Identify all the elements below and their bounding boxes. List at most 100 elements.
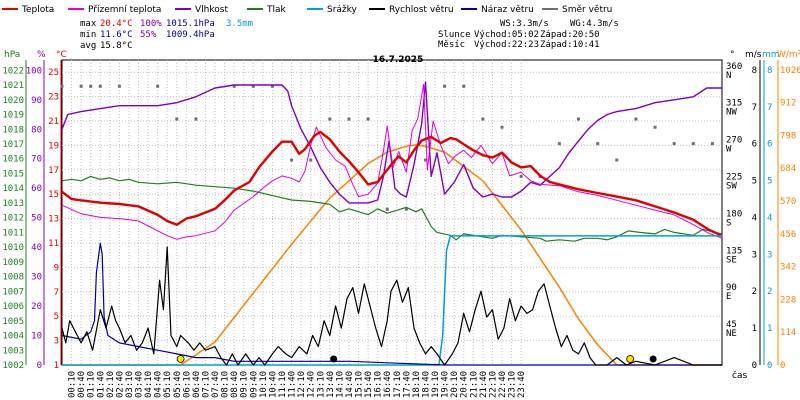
wind-direction-point — [232, 84, 236, 88]
wm2-axis-tick: 912 — [780, 99, 796, 109]
x-tick-label: 09:40 — [249, 371, 259, 398]
x-tick-label: 03:10 — [125, 371, 135, 398]
wind-direction-point — [653, 125, 657, 129]
x-tick-label: 22:10 — [488, 371, 498, 398]
x-tick-label: 21:40 — [479, 371, 489, 398]
wm2-axis-tick: 1026 — [780, 66, 800, 76]
moonrise: Východ:22:23 — [474, 40, 539, 50]
x-tick-label: 16:40 — [383, 371, 393, 398]
pressure-series — [61, 175, 723, 242]
wind-direction-point — [194, 117, 198, 121]
wind-direction-point — [175, 117, 179, 121]
hpa-axis-tick: 1006 — [2, 302, 24, 312]
mm-axis-tick: 8 — [767, 66, 772, 76]
c-axis-tick: 1 — [54, 361, 59, 371]
x-tick-label: 02:40 — [115, 371, 125, 398]
x-tick-label: 08:10 — [221, 371, 231, 398]
deg-axis-tick: 360 — [726, 62, 742, 72]
x-tick-label: 17:40 — [402, 371, 412, 398]
moonset: Západ:10:41 — [540, 40, 600, 50]
pct-axis-tick: 10 — [31, 332, 42, 342]
ms-axis-tick: 0 — [752, 361, 757, 371]
stat-max-temp: 20.4°C — [100, 19, 133, 29]
hpa-axis-tick: 1007 — [2, 287, 24, 297]
stat-wg: WG:4.3m/s — [570, 19, 619, 29]
sun-event-marker — [176, 355, 185, 363]
c-axis-tick: 3 — [54, 337, 59, 347]
hpa-axis-tick: 1004 — [2, 332, 24, 342]
x-tick-label: 19:10 — [431, 371, 441, 398]
mm-axis-tick: 7 — [767, 103, 772, 113]
wind-direction-point — [500, 125, 504, 129]
x-tick-label: 11:40 — [288, 371, 298, 398]
x-tick-label: 22:40 — [498, 371, 508, 398]
hpa-axis-tick: 1018 — [2, 125, 24, 135]
stat-avg-label: avg — [80, 41, 96, 51]
pct-axis-tick: 80 — [31, 125, 42, 135]
deg-axis-dir: W — [726, 145, 732, 155]
stat-min-press: 1009.4hPa — [166, 30, 215, 40]
legend-label: Rychlost větru — [389, 5, 454, 15]
hpa-axis-tick: 1015 — [2, 169, 24, 179]
x-tick-label: 01:10 — [87, 371, 97, 398]
legend-label: Teplota — [21, 5, 54, 15]
pct-axis-tick: 60 — [31, 184, 42, 194]
chart-title: 16.7.2025 — [373, 55, 424, 65]
wind-direction-point — [385, 207, 389, 211]
x-tick-label: 18:40 — [421, 371, 431, 398]
stat-avg-temp: 15.8°C — [100, 41, 133, 51]
deg-axis-dir: S — [726, 218, 731, 228]
ms-axis-tick: 3 — [752, 250, 757, 260]
hpa-axis-tick: 1009 — [2, 258, 24, 268]
pct-axis-tick: 100 — [26, 66, 42, 76]
deg-axis-tick: 45 — [726, 320, 737, 330]
stat-min-temp: 11.6°C — [100, 30, 133, 40]
mm-axis-tick: 2 — [767, 287, 772, 297]
x-tick-label: 11:10 — [278, 371, 288, 398]
wind-direction-point — [615, 158, 619, 162]
wind-direction-point — [423, 158, 427, 162]
wm2-axis-tick: 456 — [780, 230, 796, 240]
deg-axis-label: ° — [730, 50, 735, 60]
deg-axis-tick: 270 — [726, 136, 742, 146]
sunrise: Východ:05:02 — [474, 30, 539, 40]
x-tick-label: 23:40 — [517, 371, 527, 398]
legend-label: Směr větru — [562, 5, 612, 15]
x-tick-label: 06:40 — [192, 371, 202, 398]
plot-area — [61, 59, 723, 366]
mm-axis-tick: 4 — [767, 213, 772, 223]
x-tick-label: 10:10 — [259, 371, 269, 398]
hpa-axis-tick: 1017 — [2, 140, 24, 150]
x-tick-label: 15:10 — [355, 371, 365, 398]
deg-axis-dir: NE — [726, 329, 737, 339]
wind-direction-point — [328, 117, 332, 121]
deg-axis-dir: SW — [726, 182, 737, 192]
wind-direction-point — [710, 142, 714, 146]
x-tick-label: 02:10 — [106, 371, 116, 398]
pct-axis-tick: 40 — [31, 243, 42, 253]
legend-label: Přízemní teplota — [88, 5, 161, 15]
hpa-axis-tick: 1002 — [2, 361, 24, 371]
x-tick-label: 23:10 — [508, 371, 518, 398]
hpa-axis-tick: 1010 — [2, 243, 24, 253]
legend-label: Tlak — [266, 5, 287, 15]
wm2-axis-tick: 0 — [780, 361, 785, 371]
pct-axis-tick: 70 — [31, 155, 42, 165]
wind-direction-point — [577, 117, 581, 121]
ms-axis-tick: 2 — [752, 287, 757, 297]
legend-label: Vlhkost — [195, 5, 228, 15]
ms-axis-tick: 7 — [752, 103, 757, 113]
deg-axis-dir: NW — [726, 108, 737, 118]
hpa-axis-tick: 1020 — [2, 96, 24, 106]
x-tick-label: 05:10 — [163, 371, 173, 398]
wind-direction-point — [672, 142, 676, 146]
wind-direction-point — [79, 84, 83, 88]
hpa-axis-tick: 1022 — [2, 66, 24, 76]
deg-axis-tick: 90 — [726, 283, 737, 293]
c-axis-tick: 7 — [54, 288, 59, 298]
x-tick-label: 14:10 — [335, 371, 345, 398]
x-tick-label: 15:40 — [364, 371, 374, 398]
x-tick-label: 13:40 — [326, 371, 336, 398]
mm-axis-tick: 5 — [767, 177, 772, 187]
